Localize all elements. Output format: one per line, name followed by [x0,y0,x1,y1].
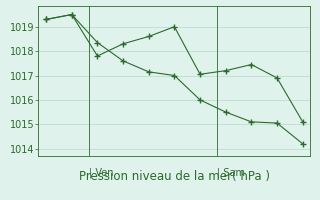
X-axis label: Pression niveau de la mer( hPa ): Pression niveau de la mer( hPa ) [79,170,270,183]
Text: | Ven: | Ven [89,167,113,178]
Text: | Sam: | Sam [217,167,244,178]
